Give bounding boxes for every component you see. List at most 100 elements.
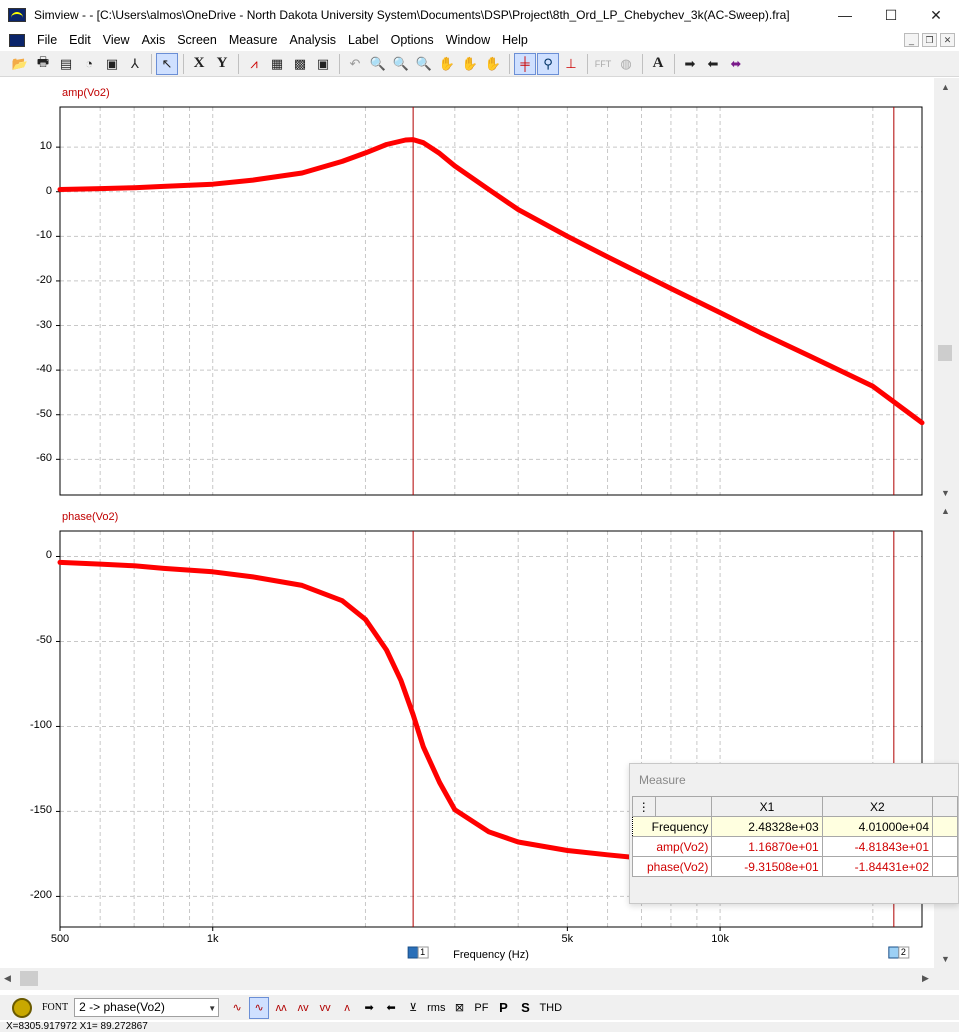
curve-type-icon[interactable]: ∿ — [232, 1002, 242, 1014]
peak-icon[interactable]: ᴧᴧ — [275, 1001, 287, 1014]
thd-button[interactable]: THD — [539, 1001, 563, 1014]
menu-analysis[interactable]: Analysis — [289, 33, 336, 47]
menu-measure[interactable]: Measure — [228, 33, 278, 47]
harmonic-icon[interactable]: ◍ — [620, 55, 632, 71]
maximize-button[interactable]: ☐ — [884, 6, 898, 23]
row-x1-value: 1.16870e+01 — [711, 836, 823, 857]
menu-axis[interactable]: Axis — [141, 33, 166, 47]
arrow-right-icon[interactable]: ➡ — [364, 1002, 374, 1014]
max-icon[interactable]: ⊻ — [409, 1002, 418, 1014]
x2-column-header[interactable]: X2 — [821, 796, 934, 817]
print-icon[interactable]: 🖶 — [36, 53, 50, 69]
menu-screen[interactable]: Screen — [177, 33, 217, 47]
x-tick-label: 5k — [561, 933, 574, 945]
chevron-down-icon[interactable]: ▼ — [208, 1004, 217, 1013]
add-curve-icon[interactable]: ⩘ — [250, 55, 258, 71]
marker-icon[interactable]: ⚲ — [537, 52, 559, 75]
fft-button[interactable]: FFT — [594, 58, 612, 69]
mdi-restore-button[interactable]: ❐ — [922, 33, 937, 47]
y-axis-icon[interactable]: ⅄ — [131, 55, 139, 71]
row-name: Frequency — [631, 816, 713, 837]
scroll-down-arrow-icon[interactable]: ▼ — [941, 488, 950, 498]
measure-row-amp[interactable]: amp(Vo2) 1.16870e+01 -4.81843e+01 — [631, 836, 958, 857]
zoom-out-icon[interactable]: 🔍 — [415, 55, 433, 71]
zoom-icon[interactable]: 🔍 — [369, 55, 387, 71]
minimize-button[interactable]: — — [838, 7, 852, 23]
rms-button[interactable]: rms — [427, 1001, 446, 1014]
arrow-right-icon[interactable]: ➡ — [684, 55, 696, 71]
pan-x-hand-icon[interactable]: ✋ — [461, 55, 479, 71]
notes-icon[interactable]: ▤ — [59, 55, 73, 71]
peak-valley-icon[interactable]: ᴧᴠ — [297, 1001, 309, 1014]
arrow-left-icon[interactable]: ⬅ — [707, 55, 719, 71]
open-file-icon[interactable]: 📂 — [11, 55, 29, 71]
pf-button[interactable]: PF — [474, 1001, 489, 1014]
arrow-left-icon[interactable]: ⬅ — [386, 1002, 396, 1014]
font-button[interactable]: FONT — [42, 1002, 69, 1013]
p-button[interactable]: P — [499, 1000, 508, 1015]
graph-icon[interactable]: ▣ — [105, 55, 119, 71]
measure-menu-icon[interactable]: ⋮ — [632, 796, 656, 817]
gear-icon[interactable] — [12, 997, 32, 1018]
panel-frame — [59, 106, 923, 496]
cursor-snap-icon[interactable]: ⊥ — [565, 55, 577, 71]
scroll-right-arrow-icon[interactable]: ▶ — [922, 973, 929, 983]
scroll-down-arrow-icon[interactable]: ▼ — [941, 954, 950, 964]
document-icon[interactable] — [9, 33, 25, 47]
x-axis-button[interactable]: X — [193, 55, 205, 71]
mdi-minimize-button[interactable]: _ — [904, 33, 919, 47]
horizontal-scrollbar[interactable]: ◀ ▶ — [0, 968, 959, 990]
avg-icon[interactable]: ⊠ — [454, 1002, 465, 1014]
menu-edit[interactable]: Edit — [69, 33, 91, 47]
grid-screen-icon[interactable]: ▩ — [293, 55, 307, 71]
menu-label[interactable]: Label — [348, 33, 379, 47]
scroll-up-arrow-icon[interactable]: ▲ — [941, 506, 950, 516]
scroll-left-arrow-icon[interactable]: ◀ — [4, 973, 11, 983]
mdi-close-button[interactable]: ✕ — [940, 33, 955, 47]
measure-header-row: ⋮ X1 X2 — [632, 796, 958, 817]
simview-app-icon[interactable] — [8, 8, 26, 22]
zoom-in-icon[interactable]: 🔍 — [392, 55, 410, 71]
menu-file[interactable]: File — [37, 33, 58, 47]
split-screen-icon[interactable]: ▦ — [270, 55, 284, 71]
data-icon[interactable]: ◔ — [85, 56, 93, 71]
cursor-icon[interactable]: ╪ — [514, 52, 536, 75]
measure-table: ⋮ X1 X2 Frequency 2.48328e+03 4.01000e+0… — [631, 796, 958, 877]
menu-help[interactable]: Help — [502, 33, 528, 47]
trace-select[interactable]: 2 -> phase(Vo2) ▼ — [74, 998, 220, 1017]
scroll-thumb[interactable] — [938, 345, 952, 361]
waveform-plot[interactable] — [0, 78, 934, 968]
row-x1-value: 2.48328e+03 — [711, 816, 823, 837]
undo-zoom-icon[interactable]: ↶ — [349, 55, 361, 71]
valley-icon[interactable]: ᴠᴠ — [319, 1001, 331, 1014]
measure-window[interactable]: Measure ⋮ X1 X2 Frequency 2.48328e+03 4.… — [629, 763, 959, 904]
select-pointer-icon[interactable]: ↖ — [156, 52, 178, 75]
menu-view[interactable]: View — [102, 33, 130, 47]
measure-row-phase[interactable]: phase(Vo2) -9.31508e+01 -1.84431e+02 — [631, 856, 958, 877]
menu-window[interactable]: Window — [445, 33, 491, 47]
menu-options[interactable]: Options — [390, 33, 434, 47]
cursor-flag-label[interactable]: 2 — [900, 947, 906, 957]
measure-row-frequency[interactable]: Frequency 2.48328e+03 4.01000e+04 — [631, 816, 958, 837]
curve-type-selected-icon[interactable]: ∿ — [249, 996, 270, 1019]
close-button[interactable]: ✕ — [930, 6, 942, 23]
slope-icon[interactable]: ᴧ — [344, 1001, 350, 1014]
amp-panel-title: amp(Vo2) — [62, 87, 110, 99]
plot-area[interactable]: amp(Vo2) phase(Vo2) 10 0 -10 -20 -30 -40 -50 -6… — [0, 78, 934, 968]
pan-hand-icon[interactable]: ✋ — [438, 55, 456, 71]
cursor-flag-label[interactable]: 1 — [420, 947, 426, 957]
horizontal-scroll-thumb[interactable] — [20, 971, 38, 986]
s-button[interactable]: S — [521, 1000, 530, 1015]
scroll-up-arrow-icon[interactable]: ▲ — [941, 82, 950, 92]
screen-layout-icon[interactable]: ▣ — [316, 55, 330, 71]
panel-frame — [59, 530, 923, 928]
double-arrow-icon[interactable]: ⬌ — [730, 55, 742, 71]
pan-y-hand-icon[interactable]: ✋ — [484, 55, 502, 71]
y-tick-label: 0 — [45, 184, 52, 197]
x1-column-header[interactable]: X1 — [711, 796, 823, 817]
y-axis-button[interactable]: Y — [216, 55, 228, 71]
amp-vertical-scrollbar[interactable]: ▲ ▼ — [934, 78, 959, 502]
text-label-button[interactable]: A — [652, 55, 664, 71]
y-tick-label: -30 — [36, 318, 52, 331]
